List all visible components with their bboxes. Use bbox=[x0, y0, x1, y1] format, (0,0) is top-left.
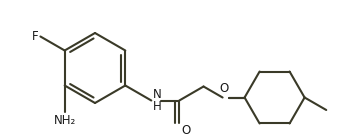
Text: O: O bbox=[181, 125, 190, 137]
Text: O: O bbox=[219, 83, 228, 95]
Text: N
H: N H bbox=[153, 88, 162, 113]
Text: F: F bbox=[32, 30, 38, 43]
Text: NH₂: NH₂ bbox=[53, 114, 76, 126]
